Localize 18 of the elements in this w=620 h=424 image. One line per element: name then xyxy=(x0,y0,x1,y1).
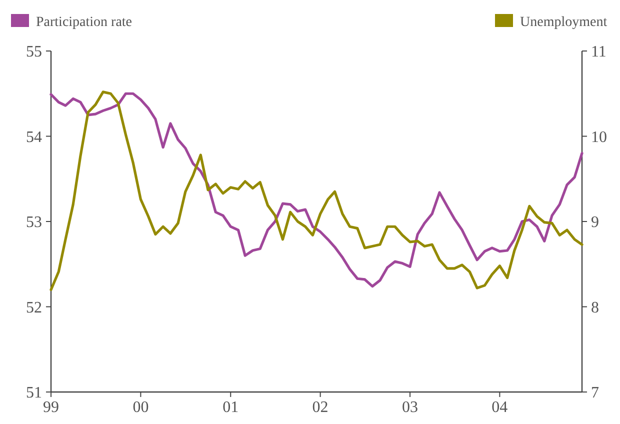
y-tick-label: 51 xyxy=(26,384,42,402)
y2-tick-label: 10 xyxy=(591,128,607,146)
y-tick-label: 52 xyxy=(26,299,42,316)
x-tick-label: 00 xyxy=(132,399,149,416)
x-tick-label: 03 xyxy=(402,399,418,416)
y2-tick-label: 8 xyxy=(591,299,599,316)
y2-tick-label: 9 xyxy=(591,214,599,232)
y-tick-label: 53 xyxy=(26,214,42,232)
y-tick-label: 55 xyxy=(26,44,42,61)
y2-tick-label: 11 xyxy=(591,44,606,61)
x-tick-label: 02 xyxy=(312,399,328,416)
x-tick-label: 99 xyxy=(43,399,59,416)
y-tick-label: 54 xyxy=(26,128,42,146)
legend-label: Participation rate xyxy=(36,14,132,30)
x-tick-label: 04 xyxy=(492,399,508,416)
legend-label: Unemployment xyxy=(520,14,608,30)
y2-tick-label: 7 xyxy=(591,384,599,402)
x-tick-label: 01 xyxy=(222,399,239,416)
